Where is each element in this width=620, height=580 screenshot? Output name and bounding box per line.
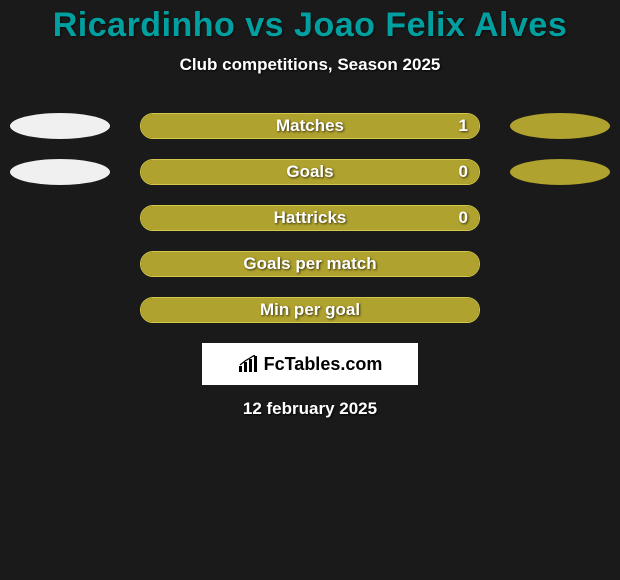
comparison-infographic: Ricardinho vs Joao Felix Alves Club comp… — [0, 0, 620, 580]
player1-marker — [10, 159, 110, 185]
stat-bar-player2 — [141, 298, 479, 322]
chart-icon — [238, 355, 260, 373]
stat-row: Goals0 — [0, 159, 620, 187]
date-text: 12 february 2025 — [0, 399, 620, 419]
brand-label: FcTables.com — [238, 354, 383, 375]
comparison-rows: Matches1 Goals0 Hattricks0 Goals per match M… — [0, 113, 620, 325]
player2-marker — [510, 159, 610, 185]
stat-bar-player2 — [141, 206, 479, 230]
stat-row: Hattricks0 — [0, 205, 620, 233]
stat-bar-track — [140, 297, 480, 323]
page-subtitle: Club competitions, Season 2025 — [0, 55, 620, 75]
player2-marker — [510, 113, 610, 139]
stat-bar-track — [140, 159, 480, 185]
stat-row: Goals per match — [0, 251, 620, 279]
stat-bar-player2 — [141, 114, 479, 138]
brand-text: FcTables.com — [264, 354, 383, 375]
stat-row: Matches1 — [0, 113, 620, 141]
player1-marker — [10, 113, 110, 139]
page-title: Ricardinho vs Joao Felix Alves — [0, 6, 620, 45]
stat-bar-track — [140, 113, 480, 139]
stat-bar-track — [140, 205, 480, 231]
stat-bar-player2 — [141, 252, 479, 276]
stat-bar-player2 — [141, 160, 479, 184]
brand-box: FcTables.com — [202, 343, 418, 385]
stat-row: Min per goal — [0, 297, 620, 325]
stat-bar-track — [140, 251, 480, 277]
